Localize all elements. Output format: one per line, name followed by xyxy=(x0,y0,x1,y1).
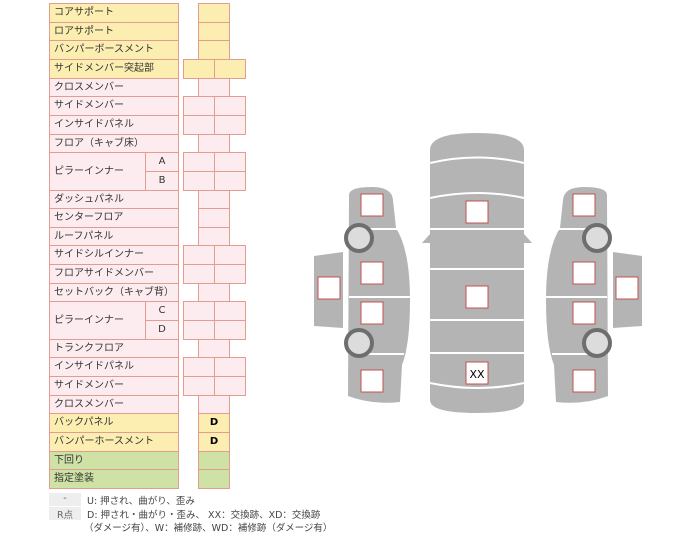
legend-key-dash: - xyxy=(49,493,81,506)
mark-box-left-side[interactable] xyxy=(317,276,341,300)
mark-box-roof[interactable] xyxy=(465,285,489,309)
inspection-cell[interactable] xyxy=(214,376,246,396)
inspection-cell[interactable] xyxy=(214,59,246,79)
mark-box-left-front-door[interactable] xyxy=(360,261,384,285)
row-label: 指定塗装 xyxy=(49,469,179,489)
mark-box-hood[interactable] xyxy=(465,200,489,224)
mark-box-right-front-door[interactable] xyxy=(572,261,596,285)
mark-box-right-rear[interactable] xyxy=(572,369,596,393)
legend-text-d-cont: （ダメージ有）、W：補修跡、WD：補修跡（ダメージ有） xyxy=(84,523,333,534)
inspection-cell[interactable] xyxy=(214,115,246,135)
inspection-cell[interactable] xyxy=(214,320,246,340)
mark-value-trunk: XX xyxy=(469,368,485,381)
mark-box-right-front[interactable] xyxy=(572,193,596,217)
mark-box-trunk[interactable] xyxy=(465,361,489,385)
inspection-cell[interactable] xyxy=(198,469,230,489)
inspection-cell[interactable] xyxy=(214,171,246,191)
mark-box-right-side[interactable] xyxy=(615,276,639,300)
wheel-icon xyxy=(582,328,612,358)
car-center-body xyxy=(430,133,524,413)
mark-box-left-rear-door[interactable] xyxy=(360,301,384,325)
legend-key-r: R点 xyxy=(49,507,81,521)
mark-box-left-rear[interactable] xyxy=(360,369,384,393)
car-center-mirror-right xyxy=(524,234,532,243)
row-label: ピラーインナー xyxy=(49,301,146,340)
inspection-cell[interactable] xyxy=(214,264,246,284)
wheel-icon xyxy=(344,223,374,253)
mark-box-right-rear-door[interactable] xyxy=(572,301,596,325)
wheel-icon xyxy=(344,328,374,358)
row-label: ピラーインナー xyxy=(49,152,146,191)
wheel-icon xyxy=(582,223,612,253)
legend-text-u: U: 押され、曲がり、歪み xyxy=(87,496,195,507)
legend-text-d: D: 押され・曲がり・歪み、 XX：交換跡、XD：交換跡 xyxy=(87,510,321,521)
mark-box-left-front[interactable] xyxy=(360,193,384,217)
car-center-mirror-left xyxy=(422,234,430,243)
